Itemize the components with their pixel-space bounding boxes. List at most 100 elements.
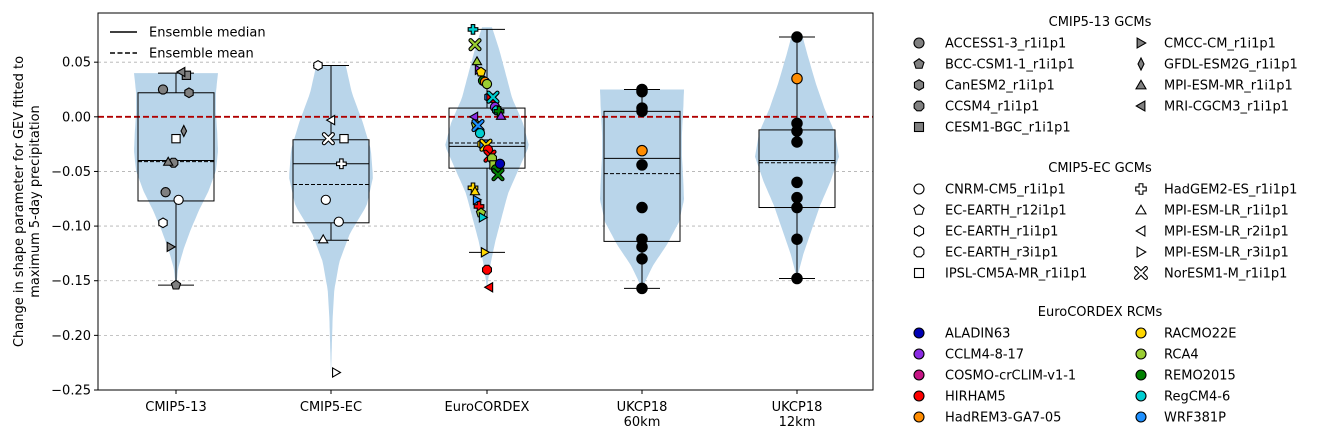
legend-marker bbox=[1135, 225, 1146, 237]
data-point bbox=[495, 110, 507, 120]
legend-entry-label: ALADIN63 bbox=[945, 327, 1010, 342]
legend-marker bbox=[913, 225, 925, 237]
legend-marker bbox=[1135, 183, 1147, 195]
legend-entry-label: NorESM1-M_r1i1p1 bbox=[1164, 267, 1287, 282]
legend-entry-label: RegCM4-6 bbox=[1164, 390, 1230, 405]
x-tick-label: UKCP18 bbox=[617, 400, 668, 415]
marker-legend-title: EuroCORDEX RCMs bbox=[1038, 305, 1163, 320]
data-point bbox=[184, 87, 194, 99]
legend-marker bbox=[913, 327, 925, 339]
data-point bbox=[636, 282, 648, 295]
x-tick-label: 60km bbox=[624, 415, 661, 430]
legend-entry-label: HadGEM2-ES_r1i1p1 bbox=[1164, 183, 1297, 198]
marker-legend-3: EuroCORDEX RCMs ALADIN63 CCLM4-8-17 COSMO-c… bbox=[913, 305, 1236, 426]
y-axis: 0.05 0.00 −0.05 −0.10 −0.15 −0.20 −0.25 Change … bbox=[12, 56, 98, 399]
data-point bbox=[486, 90, 500, 104]
data-point bbox=[636, 159, 648, 171]
data-point bbox=[158, 217, 168, 229]
data-point bbox=[469, 185, 481, 196]
legend-marker bbox=[1136, 246, 1147, 258]
data-point bbox=[481, 78, 493, 90]
legend-entry-label: MPI-ESM-LR_r3i1p1 bbox=[1164, 246, 1289, 261]
data-point bbox=[636, 201, 648, 214]
data-point bbox=[483, 281, 494, 293]
data-point bbox=[467, 24, 479, 35]
data-point bbox=[791, 125, 803, 137]
y-tick-label: −0.15 bbox=[51, 274, 91, 289]
data-point bbox=[491, 168, 505, 182]
legend-entry-label: EC-EARTH_r1i1p1 bbox=[945, 225, 1058, 240]
y-tick-label: −0.25 bbox=[51, 384, 91, 399]
legend-entry-label: REMO2015 bbox=[1164, 369, 1236, 384]
data-point bbox=[791, 201, 803, 214]
data-point bbox=[636, 241, 648, 253]
legend-marker bbox=[913, 183, 925, 195]
y-tick-label: 0.05 bbox=[62, 56, 91, 71]
data-point bbox=[636, 105, 648, 118]
data-point bbox=[468, 38, 482, 52]
legend-entry-label: IPSL-CM5A-MR_r1i1p1 bbox=[945, 267, 1087, 282]
legend-entry-label: HIRHAM5 bbox=[945, 390, 1006, 405]
legend-marker bbox=[913, 411, 925, 423]
legend-entry-label: ACCESS1-3_r1i1p1 bbox=[945, 37, 1066, 52]
legend-marker bbox=[913, 100, 925, 112]
legend-marker bbox=[1135, 79, 1147, 90]
legend-entry-label: MPI-ESM-LR_r1i1p1 bbox=[1164, 204, 1289, 219]
data-point bbox=[173, 194, 184, 206]
x-tick-label: EuroCORDEX bbox=[445, 400, 530, 415]
y-tick-label: −0.20 bbox=[51, 329, 91, 344]
legend-marker bbox=[913, 58, 925, 69]
legend-marker bbox=[1136, 37, 1147, 49]
points-eurocordex bbox=[467, 24, 507, 293]
data-point bbox=[320, 194, 331, 206]
boxplot-cmip5_ec bbox=[292, 64, 370, 241]
data-point bbox=[474, 128, 486, 139]
data-point bbox=[791, 31, 803, 43]
x-tick-label: CMIP5-EC bbox=[300, 400, 362, 415]
x-axis: CMIP5-13 CMIP5-EC EuroCORDEX UKCP1860kmUKCP… bbox=[145, 390, 822, 430]
data-point bbox=[791, 72, 803, 85]
marker-legend-title: CMIP5-13 GCMs bbox=[1049, 15, 1152, 30]
data-point bbox=[313, 59, 323, 71]
legend-entry-label: COSMO-crCLIM-v1-1 bbox=[945, 369, 1076, 384]
legend-marker bbox=[1135, 348, 1147, 360]
x-marker-fill bbox=[487, 91, 499, 103]
data-point bbox=[166, 241, 177, 253]
legend-entry-label: RACMO22E bbox=[1164, 327, 1236, 342]
data-point bbox=[333, 216, 344, 227]
legend-marker bbox=[913, 246, 925, 258]
data-point bbox=[180, 124, 188, 138]
points-cmip5_ec bbox=[313, 59, 349, 379]
x-marker-fill bbox=[1135, 267, 1147, 279]
legend-marker bbox=[913, 37, 925, 49]
data-point bbox=[791, 136, 803, 148]
marker-legend-1: CMIP5-13 GCMs ACCESS1-3_r1i1p1 BCC-CSM1-1_… bbox=[913, 15, 1298, 136]
legend-marker bbox=[1135, 411, 1147, 423]
legend-marker bbox=[1137, 56, 1145, 72]
line-legend-label: Ensemble median bbox=[149, 26, 266, 41]
data-point bbox=[170, 279, 182, 290]
legend-entry-label: GFDL-ESM2G_r1i1p1 bbox=[1164, 58, 1298, 73]
data-point bbox=[175, 66, 186, 78]
legend-marker bbox=[1135, 204, 1147, 215]
legend-marker bbox=[1135, 390, 1147, 402]
data-point bbox=[336, 158, 347, 170]
legend-marker bbox=[913, 204, 925, 215]
y-axis-label-line: maximum 5-day precipitation bbox=[28, 105, 43, 298]
data-point bbox=[791, 191, 803, 204]
legend-entry-label: CanESM2_r1i1p1 bbox=[945, 79, 1055, 94]
legend-marker bbox=[1135, 327, 1147, 339]
points-ukcp18_12 bbox=[791, 31, 803, 285]
legend-entry-label: CCLM4-8-17 bbox=[945, 348, 1024, 363]
legend-entry-label: BCC-CSM1-1_r1i1p1 bbox=[945, 58, 1075, 73]
legend-entry-label: MPI-ESM-MR_r1i1p1 bbox=[1164, 79, 1293, 94]
data-point bbox=[160, 187, 171, 198]
x-tick-label: CMIP5-13 bbox=[145, 400, 206, 415]
legend-marker bbox=[913, 267, 925, 279]
line-legend-label: Ensemble mean bbox=[149, 47, 254, 62]
data-point bbox=[339, 133, 349, 144]
legend-marker bbox=[913, 369, 925, 381]
legend-marker bbox=[913, 348, 925, 360]
data-point bbox=[317, 233, 329, 244]
x-tick-label: 12km bbox=[779, 415, 816, 430]
